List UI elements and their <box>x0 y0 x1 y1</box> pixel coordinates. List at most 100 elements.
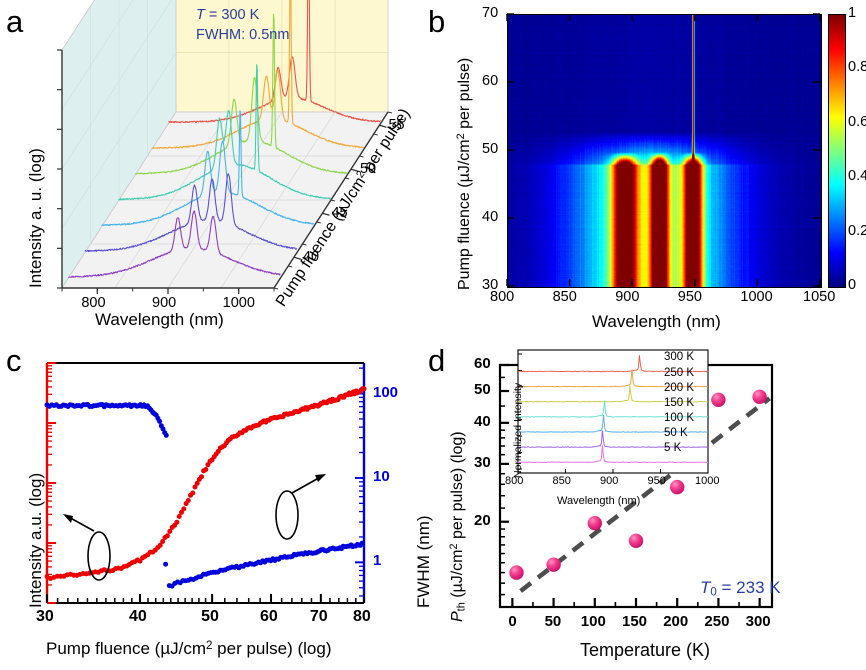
panel-d-inset-label-100K: 100 K <box>664 411 695 424</box>
panel-label-b: b <box>428 4 446 39</box>
panel-b-ytick-60: 60 <box>482 73 499 89</box>
panel-d-point-5K <box>509 565 524 580</box>
panel-d-inset-spectrum-3 <box>517 400 709 418</box>
panel-a-spectrum-2 <box>101 110 315 227</box>
panel-b-xtick-800: 800 <box>490 289 515 305</box>
panel-d-inset-xtick-1000: 1000 <box>695 475 720 487</box>
panel-d-point-150K <box>628 533 644 548</box>
panel-d-yaxis-symbol: P <box>448 611 466 622</box>
panel-d-inset-spectrum-1 <box>517 369 708 388</box>
panel-c-right-tick-100: 100 <box>373 383 399 401</box>
panel-a-temp-value: = 300 K <box>204 7 260 23</box>
panel-b-yaxis-label: Pump fluence (µJ/cm2 per pulse) <box>455 58 474 290</box>
panel-a-ztick-55: 55 <box>388 117 405 134</box>
panel-b-colorbar <box>828 14 846 288</box>
panel-a-gridlines <box>61 0 388 289</box>
panel-d-data-points <box>509 389 767 580</box>
panel-d-xtick-50: 50 <box>544 613 562 630</box>
panel-d-yaxis-rest: (µJ/cm2 per pulse) (log) <box>448 431 466 603</box>
panel-b-ytick-40: 40 <box>482 209 499 225</box>
panel-b-heatmap <box>507 14 822 288</box>
panel-d-inset-spectrum-2 <box>517 385 709 403</box>
panel-b-xtick-1000: 1000 <box>740 289 773 305</box>
panel-d-plot <box>498 349 774 609</box>
panel-c-fwhm-arrowhead <box>315 474 326 482</box>
panel-c-xtick-40: 40 <box>128 608 147 625</box>
panel-d-anno-rest: = 233 K <box>716 578 781 597</box>
panel-d-point-100K <box>587 516 602 531</box>
panel-d-yaxis-label: Pth (µJ/cm2 per pulse) (log) <box>448 431 467 622</box>
panel-d-inset-xtick-950: 950 <box>647 475 666 487</box>
panel-d-anno-symbol: T <box>700 578 711 597</box>
panel-a-xaxis-label: Wavelength (nm) <box>95 310 224 329</box>
panel-d-inset-ticks <box>517 353 709 473</box>
panel-c-xtick-60: 60 <box>260 608 278 625</box>
panel-c-xtick-50: 50 <box>201 608 219 625</box>
panel-d-inset-spectrum-0 <box>517 355 709 373</box>
panel-d-ytick-40: 40 <box>474 412 491 430</box>
panel-d-point-250K <box>711 392 726 407</box>
panel-a-annotation: T = 300 K FWHM: 0.5nm <box>196 6 289 45</box>
panel-d-xtick-200: 200 <box>663 613 689 630</box>
panel-c-fwhm-series <box>44 402 365 589</box>
panel-c-left-ticks <box>47 362 56 604</box>
panel-d-inset-spectrum-5 <box>517 430 709 448</box>
panel-c-yaxis-left-label: Intensity a.u. (log) <box>26 472 45 608</box>
panel-d-inset-label-300K: 300 K <box>664 351 695 364</box>
panel-c-xaxis-text: Pump fluence (µJ/cm2 per pulse) (log) <box>46 639 332 658</box>
panel-b-ytick-30: 30 <box>482 277 499 293</box>
panel-c-intensity-series <box>44 386 367 581</box>
panel-d-xtick-0: 0 <box>508 613 517 630</box>
panel-d-point-300K <box>752 389 767 404</box>
panel-d-ytick-50: 50 <box>474 381 491 398</box>
panel-d-inset-yaxis-label: Normalized Intensity <box>512 382 524 478</box>
panel-d-fit-line <box>519 396 771 593</box>
panel-b-ytick-70: 70 <box>482 5 499 21</box>
panel-d-yticks <box>500 363 509 596</box>
panel-d-ytick-30: 30 <box>474 453 491 471</box>
panel-a-xtick-800: 800 <box>81 295 106 311</box>
panel-d-yaxis-subscript: th <box>455 602 468 612</box>
panel-a-ztick-45: 45 <box>331 205 348 222</box>
panel-d-xticks <box>511 598 761 607</box>
panel-d-xtick-300: 300 <box>745 613 771 630</box>
panel-b-cbtick-0p8: 0.8 <box>848 59 866 76</box>
panel-c-intensity-callout-ellipse <box>87 531 111 581</box>
panel-c-xticks <box>46 594 365 603</box>
panel-d-inset-xtick-900: 900 <box>600 475 619 487</box>
panel-c-xtick-80: 80 <box>353 608 371 625</box>
panel-b-xtick-900: 900 <box>615 289 640 305</box>
panel-d-inset-spectrum-4 <box>517 414 709 433</box>
panel-b-yaxis-text: Pump fluence (µJ/cm2 per pulse) <box>455 57 473 290</box>
panel-b-cbtick-0: 0 <box>848 277 857 293</box>
panel-a-annotation-temperature: T = 300 K <box>196 7 260 23</box>
panel-a-spectrum-3 <box>118 64 331 201</box>
panel-d-xtick-150: 150 <box>622 613 648 630</box>
panel-d-anno-subscript: 0 <box>710 586 717 599</box>
panel-b-xtick-950: 950 <box>677 289 702 305</box>
panel-a-spectrum-1 <box>84 173 298 253</box>
panel-c-fwhm-callout-ellipse <box>275 490 299 540</box>
panel-a-ztick-40: 40 <box>302 249 320 266</box>
panel-c-plot <box>44 362 367 604</box>
panel-b-cbtick-0p4: 0.4 <box>848 168 866 185</box>
panel-c-intensity-arrowhead <box>63 514 73 523</box>
panel-d-inset-frame <box>517 349 709 474</box>
panel-d-point-200K <box>670 479 685 495</box>
panel-d-inset-label-5K: 5 K <box>664 442 682 455</box>
panel-c-right-tick-1: 1 <box>373 552 382 570</box>
panel-a-spectrum-0 <box>68 210 281 278</box>
panel-b-cbtick-0p6: 0.6 <box>848 113 866 130</box>
panel-a-xtick-1000: 1000 <box>222 295 255 311</box>
panel-a-annotation-fwhm: FWHM: 0.5nm <box>196 26 290 43</box>
panel-b-xaxis-label: Wavelength (nm) <box>592 312 721 331</box>
panel-d-annotation: T0 = 233 K <box>700 578 781 599</box>
panel-d-xtick-250: 250 <box>704 613 730 630</box>
panel-c-right-tick-10: 10 <box>373 467 390 485</box>
panel-a-xtick-900: 900 <box>152 295 177 311</box>
panel-label-a: a <box>6 4 24 39</box>
panel-d-inset-xtick-800: 800 <box>505 475 524 487</box>
panel-d-point-50K <box>546 557 561 572</box>
panel-d-inset-xaxis-label: Wavelength (nm) <box>557 495 641 507</box>
